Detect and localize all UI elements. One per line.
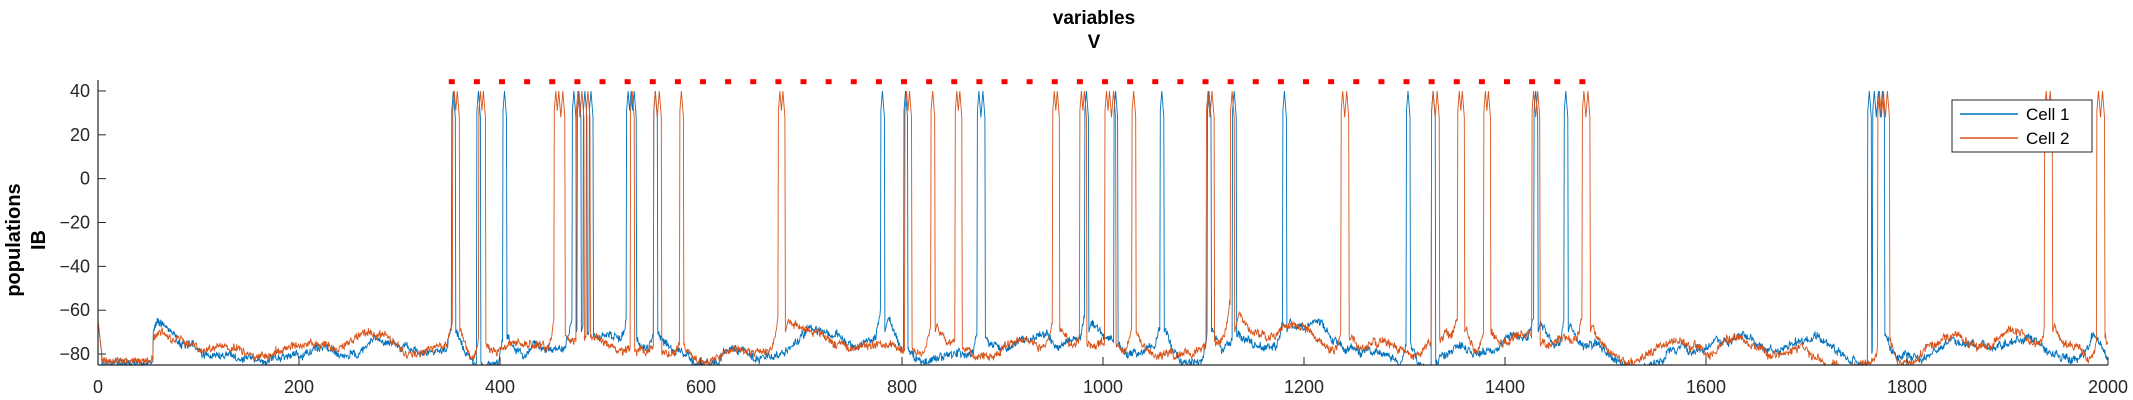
event-marker [1202, 79, 1209, 85]
series-line-cell-1 [97, 90, 2109, 367]
event-marker [700, 79, 707, 85]
event-marker [1102, 79, 1109, 85]
x-tick-label: 600 [686, 377, 716, 397]
series-layer [97, 90, 2109, 367]
event-marker [775, 79, 782, 85]
y-tick-label: −40 [59, 256, 90, 276]
event-marker [448, 79, 455, 85]
event-marker [473, 79, 480, 85]
y-tick-label: 20 [70, 125, 90, 145]
y-tick-label: −20 [59, 213, 90, 233]
event-marker [875, 79, 882, 85]
x-tick-label: 1400 [1485, 377, 1525, 397]
event-marker [750, 79, 757, 85]
y-tick-label: −60 [59, 300, 90, 320]
series-line-cell-2 [97, 90, 2109, 367]
axes-layer: 0 200 400 600 800 1000 1200 1400 1600 1800 2000 −8… [59, 80, 2128, 397]
x-tick-label: 800 [887, 377, 917, 397]
event-marker [1579, 79, 1586, 85]
event-marker [825, 79, 832, 85]
event-marker [850, 79, 857, 85]
x-ticks: 0 200 400 600 800 1000 1200 1400 1600 1800 2000 [93, 357, 2128, 397]
event-marker [1127, 79, 1134, 85]
event-marker [1328, 79, 1335, 85]
event-marker [976, 79, 983, 85]
event-marker [1252, 79, 1259, 85]
marker-layer [448, 79, 1586, 85]
event-marker [1428, 79, 1435, 85]
x-tick-label: 1000 [1083, 377, 1123, 397]
event-marker [901, 79, 908, 85]
event-marker [1051, 79, 1058, 85]
event-marker [1177, 79, 1184, 85]
event-marker [574, 79, 581, 85]
event-marker [800, 79, 807, 85]
event-marker [1227, 79, 1234, 85]
y-tick-label: 40 [70, 81, 90, 101]
event-marker [1403, 79, 1410, 85]
chart-title-line-2: V [1088, 32, 1101, 53]
event-marker [1478, 79, 1485, 85]
x-tick-label: 2000 [2088, 377, 2128, 397]
event-marker [674, 79, 681, 85]
x-tick-label: 1600 [1686, 377, 1726, 397]
event-marker [926, 79, 933, 85]
event-marker [1554, 79, 1561, 85]
plot-area [97, 79, 2109, 367]
event-marker [499, 79, 506, 85]
event-marker [1378, 79, 1385, 85]
event-marker [549, 79, 556, 85]
x-tick-label: 1800 [1887, 377, 1927, 397]
legend: Cell 1 Cell 2 [1951, 99, 2093, 153]
event-marker [1453, 79, 1460, 85]
event-marker [1303, 79, 1310, 85]
event-marker [1353, 79, 1360, 85]
x-tick-label: 1200 [1284, 377, 1324, 397]
event-marker [624, 79, 631, 85]
y-axis-label-line-1: populations [3, 183, 25, 296]
event-marker [1529, 79, 1536, 85]
y-tick-label: 0 [80, 169, 90, 189]
event-marker [1001, 79, 1008, 85]
x-tick-label: 400 [485, 377, 515, 397]
event-marker [1076, 79, 1083, 85]
y-ticks: −80 −60 −40 −20 0 20 40 [59, 81, 106, 364]
y-axis-label-line-2: IB [28, 230, 50, 250]
x-tick-label: 200 [284, 377, 314, 397]
event-marker [725, 79, 732, 85]
x-tick-label: 0 [93, 377, 103, 397]
legend-label-cell-2: Cell 2 [2026, 129, 2069, 148]
event-marker [951, 79, 958, 85]
event-marker [1277, 79, 1284, 85]
event-marker [524, 79, 531, 85]
y-tick-label: −80 [59, 344, 90, 364]
event-marker [1504, 79, 1511, 85]
event-marker [1152, 79, 1159, 85]
event-marker [649, 79, 656, 85]
legend-label-cell-1: Cell 1 [2026, 105, 2069, 124]
event-marker [599, 79, 606, 85]
event-marker [1026, 79, 1033, 85]
chart-title-line-1: variables [1053, 8, 1135, 29]
legend-box [1951, 99, 2093, 153]
